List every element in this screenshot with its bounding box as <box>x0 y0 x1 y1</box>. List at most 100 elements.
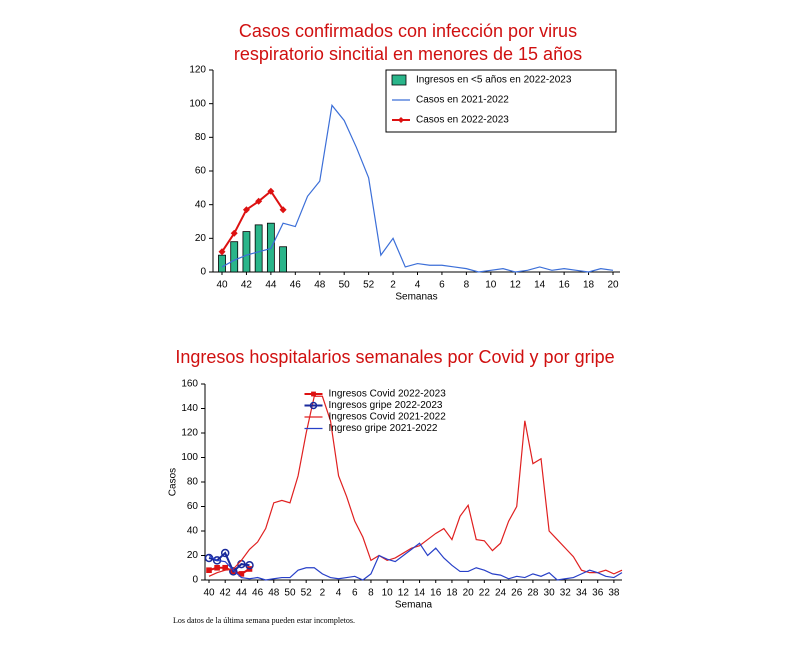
x-tick-label: 52 <box>363 280 375 291</box>
marker <box>220 548 230 558</box>
x-tick-label: 6 <box>439 280 445 291</box>
legend-label: Ingresos en <5 años en 2022-2023 <box>416 75 572 86</box>
legend-label: Ingresos gripe 2022-2023 <box>329 400 443 411</box>
x-tick-label: 48 <box>268 588 280 599</box>
x-tick-label: 50 <box>339 280 351 291</box>
marker <box>311 391 316 397</box>
y-axis-label: Casos <box>168 468 179 496</box>
marker <box>222 564 228 571</box>
x-tick-label: 46 <box>252 588 264 599</box>
y-tick-label: 140 <box>181 403 198 414</box>
x-tick-label: 40 <box>203 588 215 599</box>
x-tick-label: 14 <box>414 588 426 599</box>
y-tick-label: 60 <box>195 166 207 177</box>
x-tick-label: 18 <box>446 588 458 599</box>
bar <box>279 246 287 273</box>
marker <box>238 571 245 577</box>
line <box>221 189 284 253</box>
x-tick-label: 42 <box>220 588 232 599</box>
marker <box>267 187 275 195</box>
x-tick-label: 18 <box>583 280 595 291</box>
y-tick-label: 40 <box>195 199 207 210</box>
y-tick-label: 20 <box>195 233 207 244</box>
x-tick-label: 20 <box>607 280 619 291</box>
legend-label: Casos en 2022-2023 <box>416 115 509 126</box>
x-tick-label: 30 <box>544 588 556 599</box>
marker <box>309 401 318 410</box>
x-tick-label: 44 <box>265 280 277 291</box>
marker <box>218 248 226 256</box>
x-tick-label: 16 <box>430 588 442 599</box>
marker <box>398 117 404 123</box>
marker <box>230 229 238 237</box>
x-tick-label: 2 <box>390 280 396 291</box>
x-tick-label: 32 <box>560 588 572 599</box>
x-tick-label: 50 <box>284 588 296 599</box>
legend-label: Ingresos Covid 2022-2023 <box>329 389 447 400</box>
x-axis-label: Semana <box>395 600 433 611</box>
x-axis-label: Semanas <box>395 292 437 303</box>
x-tick-label: 16 <box>559 280 571 291</box>
y-tick-label: 0 <box>192 575 198 586</box>
bar <box>254 224 263 273</box>
y-tick-label: 120 <box>181 428 198 439</box>
x-tick-label: 8 <box>368 588 374 599</box>
chart-title: Casos confirmados con infección por viru… <box>233 21 583 64</box>
legend-label: Ingresos Covid 2021-2022 <box>329 412 447 423</box>
marker <box>242 206 250 214</box>
x-tick-label: 6 <box>352 588 358 599</box>
x-tick-label: 14 <box>534 280 546 291</box>
x-tick-label: 12 <box>510 280 522 291</box>
x-tick-label: 46 <box>290 280 302 291</box>
y-tick-label: 120 <box>189 65 206 76</box>
bar <box>242 231 251 273</box>
y-tick-label: 20 <box>187 550 199 561</box>
x-tick-label: 22 <box>479 588 491 599</box>
y-tick-label: 80 <box>195 132 207 143</box>
bar <box>230 241 239 273</box>
x-tick-label: 44 <box>236 588 248 599</box>
legend-label: Casos en 2021-2022 <box>416 95 509 106</box>
chart-title: Ingresos hospitalarios semanales por Cov… <box>175 347 615 367</box>
x-tick-label: 12 <box>398 588 410 599</box>
y-tick-label: 40 <box>187 526 199 537</box>
legend-box <box>385 69 617 133</box>
x-tick-label: 10 <box>485 280 497 291</box>
x-tick-label: 10 <box>382 588 394 599</box>
x-tick-label: 4 <box>336 588 342 599</box>
y-tick-label: 100 <box>189 98 206 109</box>
y-tick-label: 60 <box>187 501 199 512</box>
line <box>221 103 614 273</box>
line <box>208 542 623 581</box>
marker <box>245 561 254 570</box>
y-tick-label: 160 <box>181 379 198 390</box>
bar <box>218 254 226 273</box>
footnote: Los datos de la última semana pueden est… <box>173 616 355 625</box>
x-tick-label: 40 <box>216 280 228 291</box>
x-tick-label: 38 <box>608 588 620 599</box>
x-tick-label: 28 <box>527 588 539 599</box>
marker <box>255 197 263 205</box>
legend-label: Ingreso gripe 2021-2022 <box>329 423 438 434</box>
marker <box>206 567 212 573</box>
y-tick-label: 0 <box>200 267 206 278</box>
x-tick-label: 24 <box>495 588 507 599</box>
marker <box>229 567 238 576</box>
marker <box>279 206 287 214</box>
x-tick-label: 20 <box>463 588 475 599</box>
marker <box>214 564 220 571</box>
y-tick-label: 80 <box>187 477 199 488</box>
x-tick-label: 52 <box>301 588 313 599</box>
x-tick-label: 26 <box>511 588 523 599</box>
y-tick-label: 100 <box>181 452 198 463</box>
x-tick-label: 4 <box>415 280 421 291</box>
legend-swatch <box>391 74 407 86</box>
x-tick-label: 36 <box>592 588 604 599</box>
x-tick-label: 2 <box>320 588 326 599</box>
x-tick-label: 48 <box>314 280 326 291</box>
x-tick-label: 42 <box>241 280 253 291</box>
x-tick-label: 34 <box>576 588 588 599</box>
x-tick-label: 8 <box>464 280 470 291</box>
